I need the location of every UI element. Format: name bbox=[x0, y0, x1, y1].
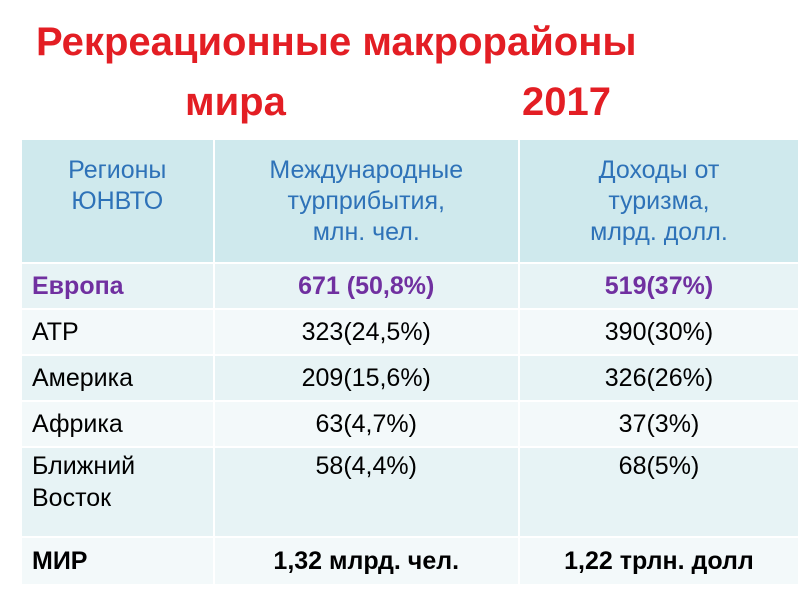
arrivals-cell: 323(24,5%) bbox=[212, 308, 520, 356]
income-cell: 68(5%) bbox=[517, 446, 800, 538]
header-text: туризма, bbox=[608, 186, 710, 215]
title-line-2: мира bbox=[185, 80, 286, 124]
arrivals-cell: 671 (50,8%) bbox=[212, 262, 520, 310]
title-year: 2017 bbox=[522, 80, 611, 124]
arrivals-cell: 209(15,6%) bbox=[212, 354, 520, 402]
header-text: Регионы bbox=[68, 155, 167, 184]
table-row-america: Америка 209(15,6%) 326(26%) bbox=[20, 354, 800, 402]
header-text: млрд. долл. bbox=[590, 217, 728, 246]
header-text: Международные bbox=[269, 155, 464, 184]
income-cell: 1,22 трлн. долл bbox=[517, 536, 800, 586]
header-regions: Регионы ЮНВТО bbox=[20, 138, 215, 264]
arrivals-cell: 1,32 млрд. чел. bbox=[212, 536, 520, 586]
arrivals-cell: 63(4,7%) bbox=[212, 400, 520, 448]
income-cell: 519(37%) bbox=[517, 262, 800, 310]
income-cell: 326(26%) bbox=[517, 354, 800, 402]
income-cell: 390(30%) bbox=[517, 308, 800, 356]
table-row-world-total: МИР 1,32 млрд. чел. 1,22 трлн. долл bbox=[20, 536, 800, 586]
table-row-europe: Европа 671 (50,8%) 519(37%) bbox=[20, 262, 800, 310]
header-text: турприбытия, bbox=[287, 186, 445, 215]
region-line: Ближний bbox=[32, 452, 136, 480]
table-row-middle-east: Ближний Восток 58(4,4%) 68(5%) bbox=[20, 446, 800, 538]
region-line: Восток bbox=[32, 484, 112, 512]
header-text: ЮНВТО bbox=[71, 186, 164, 215]
header-text: млн. чел. bbox=[312, 217, 420, 246]
region-cell: Ближний Восток bbox=[20, 446, 215, 538]
title-line-1: Рекреационные макрорайоны bbox=[36, 20, 637, 64]
arrivals-cell: 58(4,4%) bbox=[212, 446, 520, 538]
region-cell: Европа bbox=[20, 262, 215, 310]
header-arrivals: Международные турприбытия, млн. чел. bbox=[212, 138, 520, 264]
table-row-apr: АТР 323(24,5%) 390(30%) bbox=[20, 308, 800, 356]
regions-table: Регионы ЮНВТО Международные турприбытия,… bbox=[20, 138, 800, 586]
header-text: Доходы от bbox=[598, 155, 720, 184]
header-income: Доходы от туризма, млрд. долл. bbox=[517, 138, 800, 264]
region-cell: АТР bbox=[20, 308, 215, 356]
income-cell: 37(3%) bbox=[517, 400, 800, 448]
region-cell: Америка bbox=[20, 354, 215, 402]
region-cell: Африка bbox=[20, 400, 215, 448]
table-header-row: Регионы ЮНВТО Международные турприбытия,… bbox=[20, 138, 800, 264]
region-cell: МИР bbox=[20, 536, 215, 586]
table-row-africa: Африка 63(4,7%) 37(3%) bbox=[20, 400, 800, 448]
